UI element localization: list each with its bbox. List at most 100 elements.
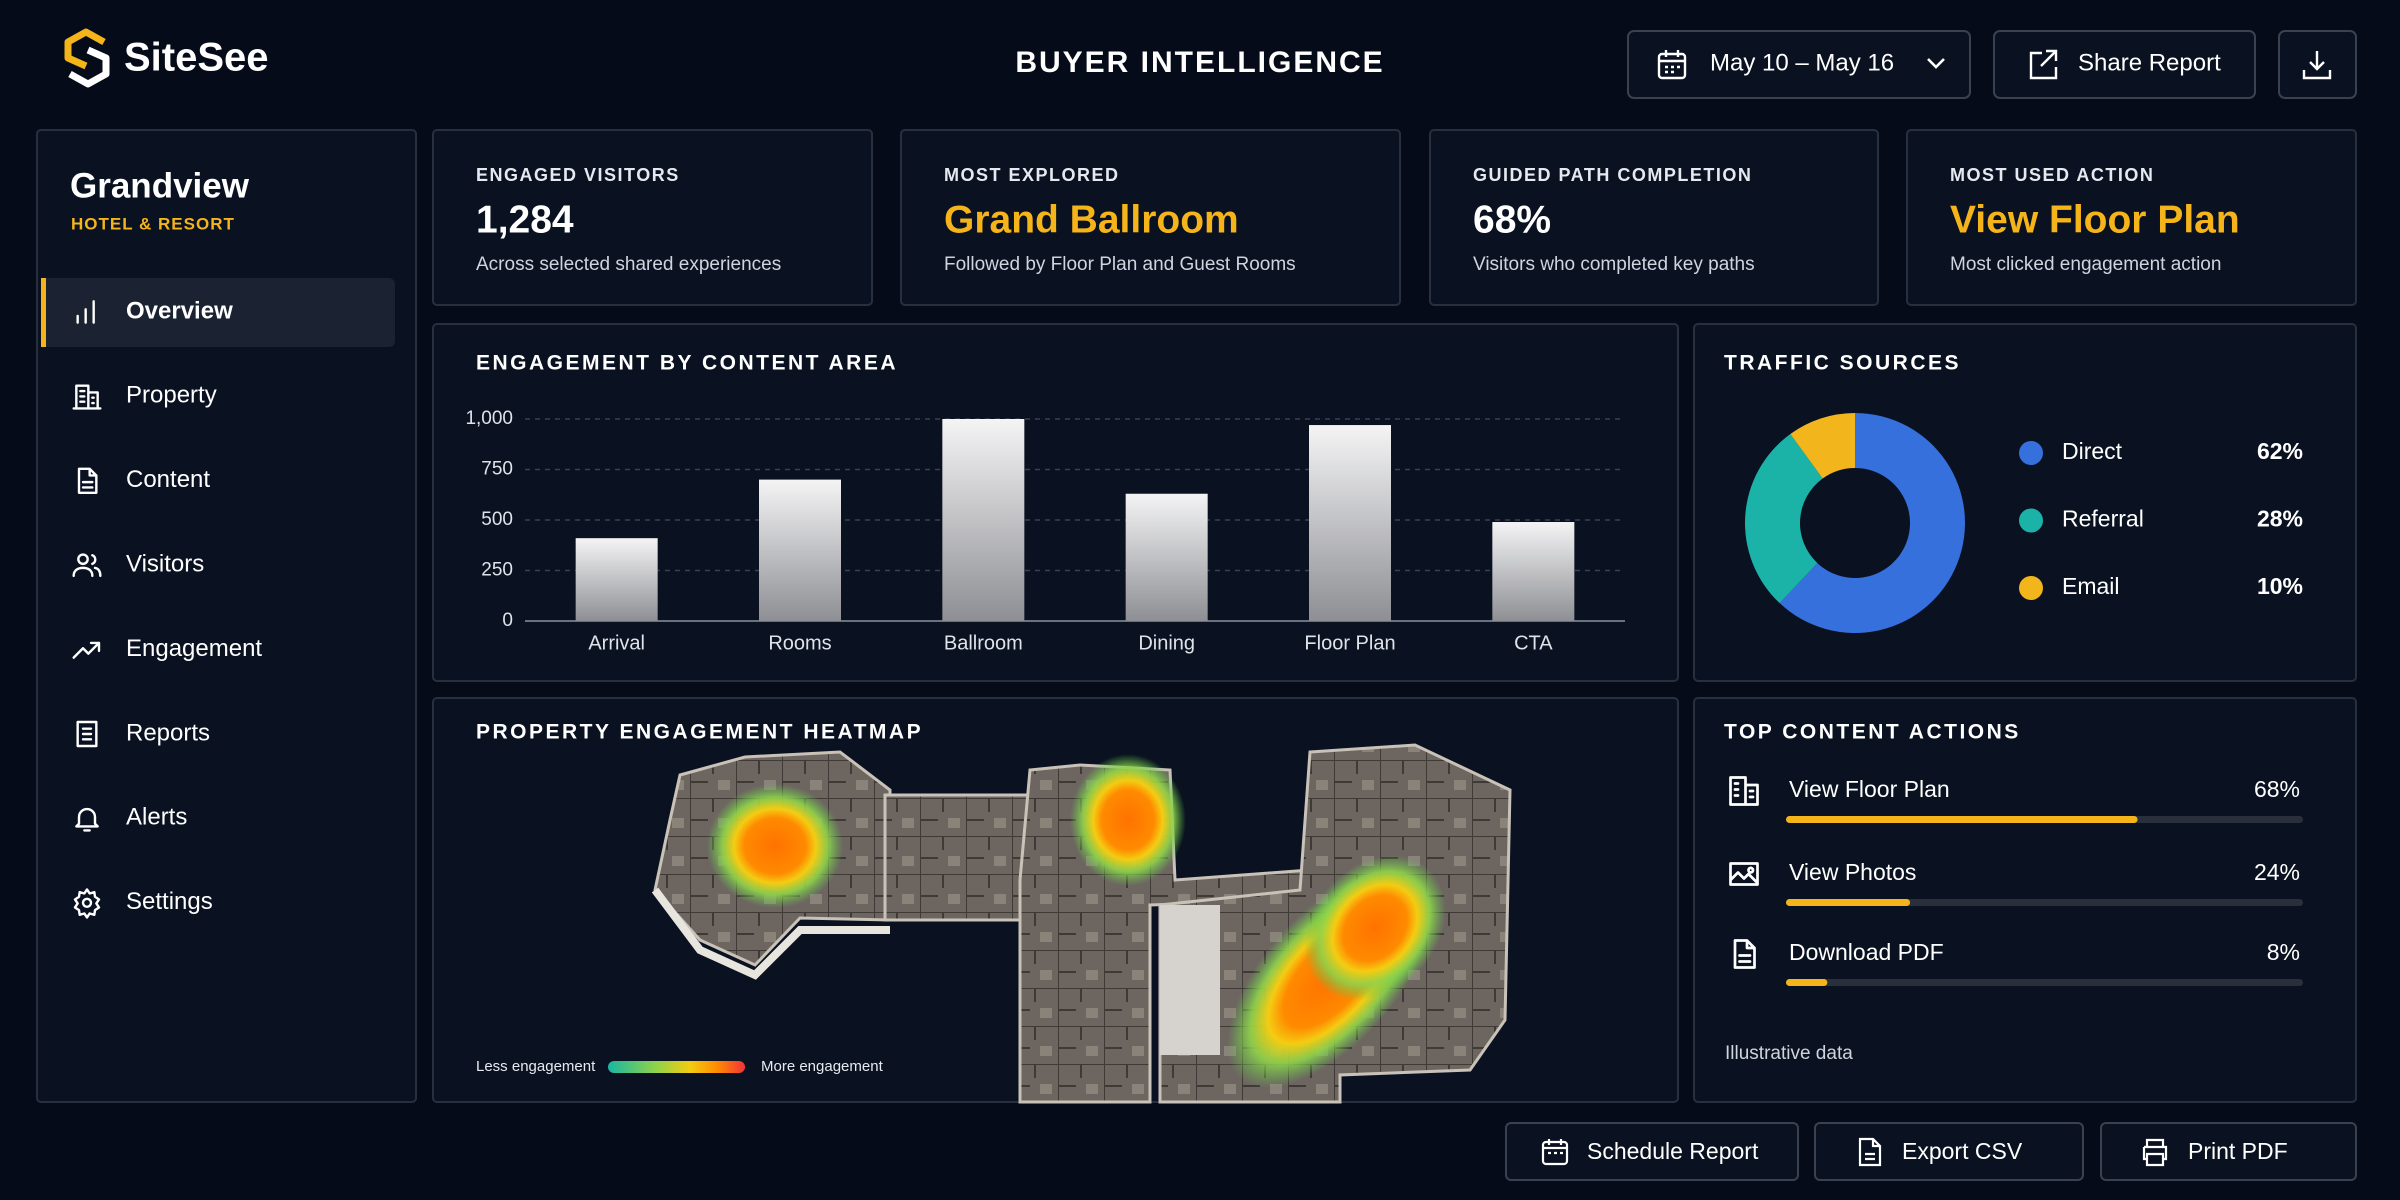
kpi-note: Visitors who completed key paths [1473, 254, 1755, 275]
date-range: May 10 – May 16 [1710, 49, 1894, 76]
calendar-icon [1657, 50, 1687, 80]
progress-bar [1786, 816, 2138, 823]
kpi-label: MOST USED ACTION [1950, 165, 2154, 185]
value-label: 10% [2257, 573, 2303, 599]
note: Illustrative data [1725, 1043, 1853, 1064]
footer-icons [1541, 1137, 2168, 1167]
bar [575, 538, 658, 621]
chart-title: TRAFFIC SOURCES [1724, 352, 1961, 375]
nav-icon-path [75, 807, 99, 832]
nav-item[interactable]: Engagement [126, 635, 262, 662]
property-subtitle: HOTEL & RESORT [71, 214, 235, 233]
y-tick-label: 1,000 [465, 408, 513, 429]
share-button[interactable] [1993, 30, 2256, 99]
legend-label: Direct [2062, 438, 2123, 464]
kpi-value: 1,284 [476, 198, 574, 241]
bar-chart-panel [432, 323, 1679, 682]
nav-icon [72, 553, 102, 578]
action-icon [1733, 939, 1756, 969]
chart-title: ENGAGEMENT BY CONTENT AREA [476, 352, 898, 375]
nav-icon [77, 467, 98, 494]
kpi-note: Most clicked engagement action [1950, 254, 2221, 275]
nav-item[interactable]: Content [126, 466, 210, 493]
property-name: Grandview [70, 166, 250, 205]
kpi-note: Followed by Floor Plan and Guest Rooms [944, 254, 1296, 275]
nav-icon-path [72, 641, 101, 659]
bar [1492, 522, 1575, 621]
heat-legend-bar [608, 1061, 745, 1073]
legend-swatch [2019, 508, 2043, 533]
chevron [1927, 58, 1945, 69]
share-label: Share Report [2078, 49, 2221, 76]
x-tick-label: Dining [1138, 632, 1195, 654]
nav-icon [72, 641, 101, 659]
legend-label: Referral [2062, 506, 2144, 532]
logo-mark [64, 28, 110, 88]
nav-icon-path [73, 888, 101, 919]
nav-item[interactable]: Property [126, 382, 217, 409]
download-icon [2302, 51, 2332, 80]
kpi-value: 68% [1473, 198, 1551, 241]
nav-item[interactable]: Visitors [126, 551, 204, 578]
nav-icon-path [72, 384, 102, 410]
date-range-button[interactable] [1627, 30, 1971, 99]
action-icon [1729, 776, 1759, 806]
bar [1125, 493, 1208, 621]
progress-bar [1786, 899, 1911, 906]
panel-title: PROPERTY ENGAGEMENT HEATMAP [476, 721, 923, 744]
legend-low: Less engagement [476, 1058, 596, 1075]
kpi-value: View Floor Plan [1950, 198, 2240, 241]
nav-item[interactable]: Settings [126, 888, 213, 915]
schedule-button[interactable] [1505, 1122, 1799, 1181]
kpi-card [1429, 129, 1879, 306]
share-icon [2029, 49, 2058, 80]
nav-icon-path [76, 720, 98, 748]
donut-slice [1779, 412, 1965, 633]
action-icon-path [1729, 862, 1759, 886]
footer-button-label[interactable]: Export CSV [1902, 1138, 2023, 1164]
active-nav-indicator [41, 278, 46, 347]
legend-high: More engagement [761, 1058, 884, 1075]
bar [759, 479, 841, 621]
y-tick-label: 500 [481, 509, 513, 530]
legend-label: Email [2062, 573, 2120, 599]
kpi-card [900, 129, 1401, 306]
heat-spots [707, 754, 1446, 1088]
active-nav-bg [41, 278, 395, 347]
bar [942, 419, 1025, 621]
nav-item[interactable]: Overview [126, 297, 233, 324]
donut-slice [1745, 434, 1823, 604]
y-tick-label: 750 [481, 459, 513, 480]
bar [1309, 425, 1391, 621]
footer-button-label[interactable]: Schedule Report [1587, 1138, 1759, 1164]
kpi-card [1906, 129, 2357, 306]
sidebar [36, 129, 417, 1103]
action-label: Download PDF [1789, 939, 1944, 965]
export-button[interactable] [1814, 1122, 2084, 1181]
value-label: 28% [2257, 506, 2303, 532]
action-icon-path [1733, 939, 1756, 969]
nav-item[interactable]: Alerts [126, 804, 187, 831]
nav-icon-path [77, 467, 98, 494]
action-icon [1729, 862, 1759, 886]
nav-item[interactable]: Reports [126, 719, 210, 746]
panel-title: TOP CONTENT ACTIONS [1724, 721, 2021, 744]
print-button[interactable] [2100, 1122, 2357, 1181]
x-tick-label: CTA [1514, 632, 1553, 654]
nav-icon-path [76, 300, 95, 324]
value-label: 62% [2257, 438, 2303, 464]
donut-slice [1790, 413, 1855, 479]
nav-icon-path [72, 553, 102, 578]
action-label: View Floor Plan [1789, 776, 1950, 802]
footer-button-label[interactable]: Print PDF [2188, 1138, 2288, 1164]
y-tick-label: 0 [502, 610, 513, 631]
nav-icon [76, 720, 98, 748]
kpi-label: ENGAGED VISITORS [476, 165, 680, 185]
page-title: BUYER INTELLIGENCE [1015, 46, 1384, 79]
nav-icon [75, 807, 99, 832]
x-tick-label: Ballroom [944, 632, 1023, 654]
logo-text: SiteSee [124, 36, 269, 80]
